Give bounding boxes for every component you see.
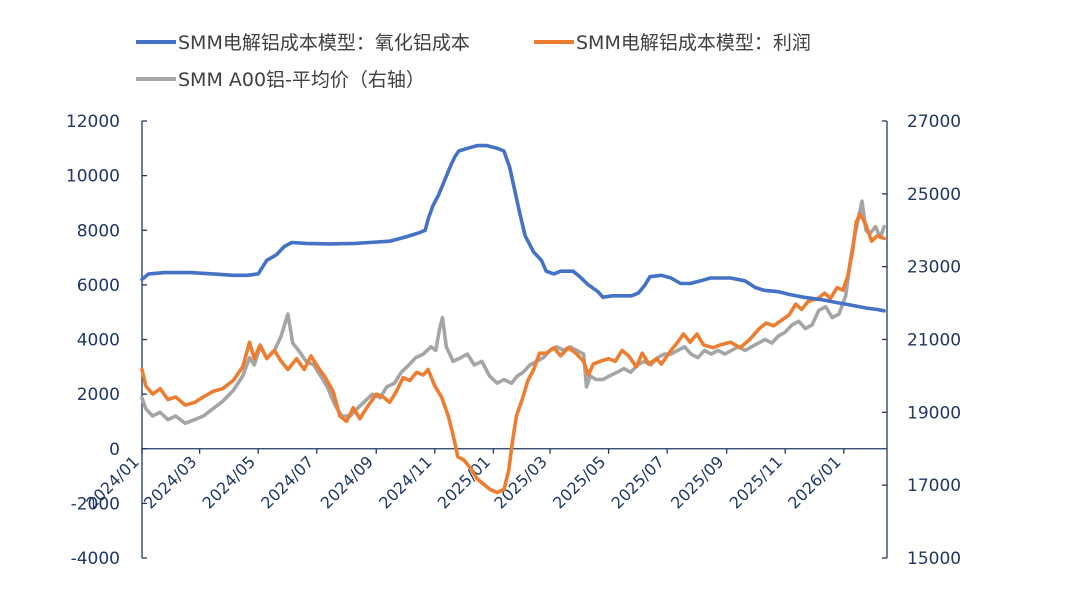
series-line-a00-price	[140, 199, 886, 426]
x-tick-label: 2025/11	[726, 452, 786, 512]
right-y-tick-label: 19000	[907, 403, 961, 423]
series-layer	[140, 143, 886, 495]
left-y-tick-label: -2000	[71, 494, 120, 514]
legend-item-a00-price: SMM A00铝-平均价（右轴）	[136, 69, 425, 91]
series-line-profit	[140, 212, 886, 495]
left-y-tick-label: -4000	[71, 549, 120, 569]
right-y-tick-label: 23000	[907, 258, 961, 278]
right-y-tick-label: 25000	[907, 185, 961, 205]
left-y-tick-label: 2000	[77, 385, 120, 405]
x-tick-label: 2024/07	[257, 452, 317, 512]
left-y-tick-label: 6000	[77, 276, 120, 296]
x-tick-label: 2024/11	[375, 452, 435, 512]
legend: SMM电解铝成本模型：氧化铝成本 SMM电解铝成本模型：利润 SMM A00铝-…	[136, 32, 811, 91]
x-tick-label: 2025/07	[608, 452, 668, 512]
x-tick-label: 2025/05	[549, 452, 609, 512]
x-tick-label: 2024/05	[199, 452, 259, 512]
legend-label-a00-price: SMM A00铝-平均价（右轴）	[178, 69, 425, 91]
x-tick-label: 2026/01	[784, 452, 844, 512]
left-y-tick-label: 8000	[77, 221, 120, 241]
x-tick-label: 2024/03	[140, 452, 200, 512]
right-y-tick-label: 27000	[907, 112, 961, 132]
right-y-tick-label: 15000	[907, 549, 961, 569]
legend-item-alumina-cost: SMM电解铝成本模型：氧化铝成本	[136, 32, 470, 54]
right-y-tick-label: 21000	[907, 331, 961, 351]
x-tick-label: 2024/09	[317, 452, 377, 512]
x-tick-label: 2025/09	[667, 452, 727, 512]
left-y-tick-label: 10000	[66, 167, 120, 187]
series-line-alumina-cost	[140, 143, 886, 313]
right-y-tick-label: 17000	[907, 476, 961, 496]
legend-item-profit: SMM电解铝成本模型：利润	[534, 32, 811, 54]
left-y-tick-label: 0	[109, 440, 120, 460]
x-tick-label: 2025/03	[490, 452, 550, 512]
legend-label-alumina-cost: SMM电解铝成本模型：氧化铝成本	[178, 32, 470, 54]
left-y-tick-label: 4000	[77, 331, 120, 351]
legend-label-profit: SMM电解铝成本模型：利润	[576, 32, 811, 54]
left-y-tick-label: 12000	[66, 112, 120, 132]
